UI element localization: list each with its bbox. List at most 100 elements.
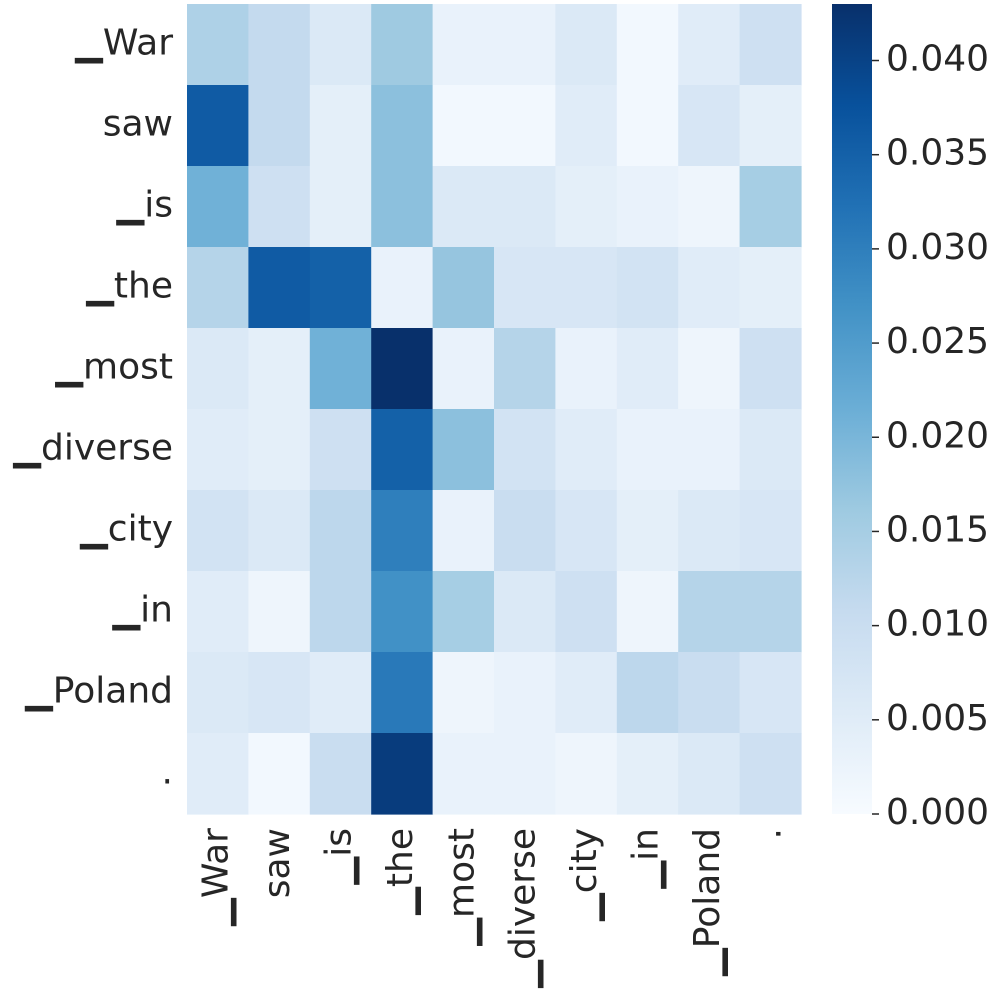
- y-tick-label: ▁most: [54, 347, 173, 388]
- y-tick-label: ▁War: [74, 23, 173, 64]
- heatmap-cell: [371, 166, 434, 248]
- heatmap-cell: [739, 4, 802, 86]
- heatmap-cell: [187, 571, 249, 653]
- y-tick-labels: ▁War saw ▁is ▁the ▁most ▁diverse ▁city ▁in ▁Pola…: [12, 23, 173, 793]
- heatmap-cell: [555, 247, 618, 329]
- heatmap-cell: [616, 652, 679, 734]
- heatmap-cell: [616, 328, 679, 410]
- heatmap-cells: [187, 4, 802, 815]
- heatmap-cell: [555, 4, 618, 86]
- x-tick-label: ▁Poland: [687, 828, 728, 977]
- heatmap-cell: [739, 166, 802, 248]
- heatmap-cell: [309, 409, 372, 491]
- heatmap-cell: [494, 166, 556, 248]
- x-tick-label: ▁is: [319, 828, 360, 885]
- heatmap-cell: [248, 571, 311, 653]
- heatmap-cell: [432, 85, 495, 167]
- colorbar-ticks: 0.000 0.005 0.010 0.015 0.020 0.025 0.030 0.035…: [872, 39, 989, 833]
- colorbar-tick-label: 0.030: [886, 227, 989, 268]
- heatmap-cell: [494, 571, 556, 653]
- heatmap-cell: [432, 166, 495, 248]
- heatmap-cell: [739, 247, 802, 329]
- heatmap-cell: [555, 733, 618, 815]
- x-tick-labels: ▁War saw ▁is ▁the ▁most ▁diverse ▁city ▁in ▁Pola…: [196, 828, 790, 989]
- y-tick-label: ▁in: [111, 590, 173, 631]
- y-tick-label: .: [162, 752, 173, 793]
- heatmap-cell: [248, 85, 311, 167]
- colorbar-tick-label: 0.005: [886, 698, 989, 739]
- colorbar-tick-label: 0.015: [886, 509, 989, 550]
- heatmap-cell: [187, 409, 249, 491]
- heatmap-cell: [248, 4, 311, 86]
- heatmap-cell: [739, 490, 802, 572]
- heatmap-cell: [371, 571, 434, 653]
- heatmap-cell: [555, 85, 618, 167]
- heatmap-cell: [494, 409, 556, 491]
- heatmap-cell: [678, 571, 741, 653]
- heatmap-cell: [432, 652, 495, 734]
- heatmap-cell: [432, 490, 495, 572]
- heatmap-cell: [371, 490, 434, 572]
- heatmap-cell: [248, 490, 311, 572]
- heatmap-cell: [432, 4, 495, 86]
- x-tick-label: ▁in: [626, 828, 667, 890]
- heatmap-cell: [678, 652, 741, 734]
- heatmap-cell: [309, 166, 372, 248]
- heatmap-cell: [371, 247, 434, 329]
- heatmap-cell: [616, 409, 679, 491]
- heatmap-cell: [555, 571, 618, 653]
- heatmap-cell: [187, 328, 249, 410]
- heatmap-cell: [432, 328, 495, 410]
- heatmap-cell: [739, 733, 802, 815]
- heatmap-cell: [739, 85, 802, 167]
- colorbar-tick-label: 0.040: [886, 39, 989, 80]
- heatmap-cell: [616, 571, 679, 653]
- heatmap-cell: [678, 4, 741, 86]
- heatmap-cell: [371, 85, 434, 167]
- heatmap-cell: [616, 733, 679, 815]
- colorbar-tick-label: 0.020: [886, 415, 989, 456]
- colorbar-tick-label: 0.025: [886, 321, 989, 362]
- heatmap-cell: [248, 409, 311, 491]
- x-tick-label: ▁the: [380, 828, 421, 916]
- heatmap-cell: [187, 733, 249, 815]
- heatmap-cell: [739, 571, 802, 653]
- heatmap-cell: [309, 490, 372, 572]
- y-tick-label: saw: [103, 104, 173, 145]
- heatmap-cell: [187, 4, 249, 86]
- colorbar-tick-label: 0.035: [886, 133, 989, 174]
- heatmap-cell: [678, 85, 741, 167]
- heatmap-cell: [187, 490, 249, 572]
- heatmap-cell: [248, 733, 311, 815]
- x-tick-label: ▁diverse: [503, 828, 544, 989]
- heatmap-cell: [309, 328, 372, 410]
- heatmap-cell: [494, 652, 556, 734]
- heatmap-cell: [555, 409, 618, 491]
- heatmap-cell: [248, 166, 311, 248]
- heatmap-cell: [494, 490, 556, 572]
- heatmap-cell: [248, 328, 311, 410]
- heatmap-cell: [187, 652, 249, 734]
- heatmap-cell: [187, 247, 249, 329]
- heatmap-cell: [555, 328, 618, 410]
- heatmap-cell: [309, 733, 372, 815]
- heatmap-cell: [371, 409, 434, 491]
- heatmap-cell: [678, 328, 741, 410]
- heatmap-cell: [309, 85, 372, 167]
- heatmap-cell: [678, 166, 741, 248]
- x-tick-label: ▁most: [441, 828, 482, 947]
- heatmap-cell: [739, 652, 802, 734]
- heatmap-cell: [494, 4, 556, 86]
- heatmap-cell: [616, 4, 679, 86]
- heatmap-cell: [248, 652, 311, 734]
- x-tick-label: ▁War: [196, 828, 237, 927]
- heatmap-cell: [678, 490, 741, 572]
- heatmap-cell: [309, 247, 372, 329]
- heatmap-cell: [678, 247, 741, 329]
- heatmap-cell: [309, 571, 372, 653]
- heatmap-cell: [555, 490, 618, 572]
- heatmap-cell: [555, 166, 618, 248]
- heatmap-cell: [616, 247, 679, 329]
- x-tick-label: saw: [257, 828, 298, 898]
